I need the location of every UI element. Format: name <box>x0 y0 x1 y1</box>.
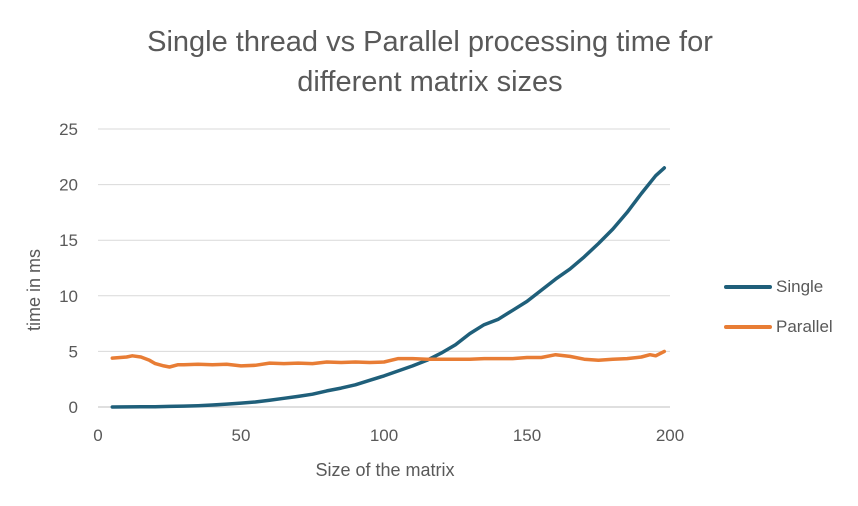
legend-label-single: Single <box>776 277 824 296</box>
y-tick-label: 25 <box>59 120 78 139</box>
y-tick-label: 0 <box>69 398 78 417</box>
y-axis-ticks: 0 5 10 15 20 25 <box>59 120 78 417</box>
x-tick-label: 100 <box>370 426 398 445</box>
x-tick-label: 200 <box>656 426 684 445</box>
legend-item-single: Single <box>724 276 833 298</box>
y-tick-label: 15 <box>59 231 78 250</box>
y-tick-label: 5 <box>69 342 78 361</box>
y-axis-title: time in ms <box>24 249 44 331</box>
chart-title: Single thread vs Parallel processing tim… <box>60 22 800 102</box>
x-axis-ticks: 0 50 100 150 200 <box>93 426 684 445</box>
x-tick-label: 150 <box>513 426 541 445</box>
x-tick-label: 50 <box>232 426 251 445</box>
legend: Single Parallel <box>724 276 833 356</box>
series-lines <box>110 166 667 409</box>
legend-swatch-parallel <box>724 325 772 329</box>
legend-swatch-single <box>724 285 772 289</box>
legend-label-parallel: Parallel <box>776 317 833 336</box>
y-tick-label: 10 <box>59 287 78 306</box>
x-axis-title: Size of the matrix <box>315 460 454 480</box>
x-tick-label: 0 <box>93 426 102 445</box>
series-line-single <box>110 166 667 409</box>
legend-item-parallel: Parallel <box>724 316 833 338</box>
y-tick-label: 20 <box>59 176 78 195</box>
chart-title-line-2: different matrix sizes <box>297 66 563 98</box>
chart-title-line-1: Single thread vs Parallel processing tim… <box>147 26 713 58</box>
series-line-parallel <box>110 349 667 369</box>
